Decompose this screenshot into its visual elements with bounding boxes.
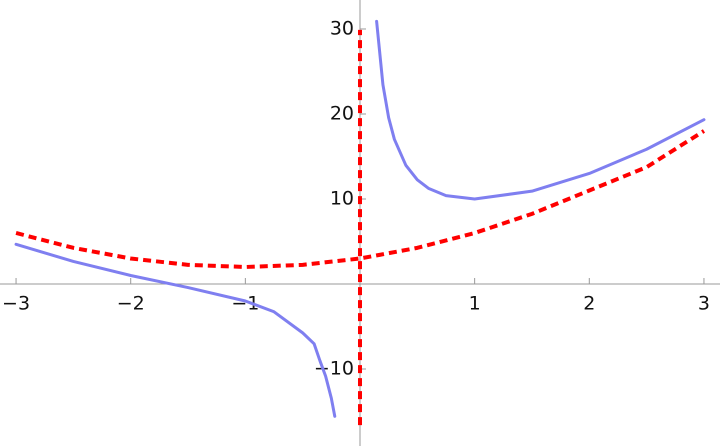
- x-tick-label: 1: [469, 292, 481, 314]
- x-tick-label: 3: [698, 292, 710, 314]
- y-tick-label: 20: [330, 102, 354, 124]
- x-tick-label: 2: [583, 292, 595, 314]
- y-tick-label: 10: [330, 187, 354, 209]
- x-tick-label: −3: [2, 292, 30, 314]
- series-line: [14, 19, 706, 418]
- x-tick-label: −2: [117, 292, 145, 314]
- series-line: [15, 129, 706, 269]
- y-tick-label: 30: [330, 17, 354, 39]
